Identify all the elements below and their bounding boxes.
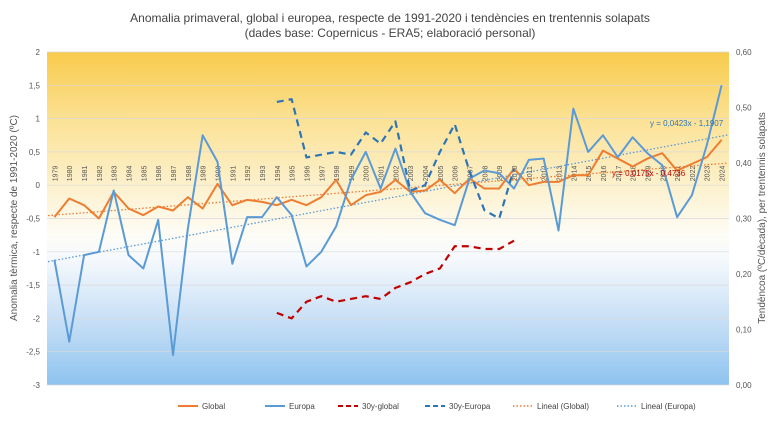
legend-label: Lineal (Europa) [641,402,696,411]
x-tick-label: 1982 [97,166,104,182]
y-tick-label-right: 0,50 [736,104,752,113]
x-tick-label: 2010 [512,166,519,182]
x-tick-label: 2016 [601,166,608,182]
x-tick-label: 1994 [275,166,282,182]
legend-label: Europa [289,402,315,411]
y-tick-label-left: -0,5 [26,215,40,224]
y-ticks-left: 2 1,5 1 0,5 0 -0,5 -1 -1,5 -2 -2,5 -3 [26,48,40,390]
series-line-global [53,139,723,220]
series-layer [47,85,729,357]
y-tick-label-right: 0,20 [736,270,752,279]
legend-label: 30y-global [362,402,399,411]
x-tick-label: 2012 [542,166,549,182]
trend-equation-europa: y = 0,0423x - 1,1907 [650,119,724,128]
y-tick-label-left: -3 [33,381,41,390]
chart-title-line1: Anomalia primaveral, global i europea, r… [130,11,650,25]
y-ticks-right: 0,60 0,50 0,40 0,30 0,20 0,10 0,00 [736,48,752,390]
x-tick-label: 2011 [527,166,534,181]
x-tick-label: 2024 [720,166,727,182]
trend-equation-global: y = 0,0175x - 0,4736 [612,169,686,178]
trend-line-global [47,162,729,217]
y-tick-label-left: 0,5 [29,148,41,157]
x-tick-label: 1997 [319,166,326,182]
y-axis-label-left: Anomalia tèrmica, respecte de 1991-2020 … [9,115,20,321]
x-tick-label: 1999 [349,166,356,182]
x-tick-label: 2013 [557,166,564,182]
legend-label: Global [202,402,225,411]
y-tick-label-right: 0,30 [736,215,752,224]
y-tick-label-left: -1,5 [26,281,40,290]
series-line-30y-europa [276,98,516,220]
y-tick-label-right: 0,00 [736,381,752,390]
x-tick-label: 1996 [304,166,311,182]
x-tick-label: 1984 [127,166,134,182]
x-tick-label: 1985 [141,166,148,182]
y-tick-label-left: 1,5 [29,81,41,90]
x-tick-label: 1987 [171,166,178,182]
x-tick-label: 1992 [245,166,252,182]
x-tick-label: 2018 [631,166,638,182]
x-tick-label: 1980 [67,166,74,182]
x-tick-label: 1988 [186,166,193,182]
chart-title-line2: (dades base: Copernicus - ERA5; elaborac… [245,26,536,40]
y-tick-label-left: -2,5 [26,348,40,357]
series-line-30y-global [276,239,515,320]
x-tick-label: 1998 [334,166,341,182]
x-tick-label: 2022 [690,166,697,182]
x-tick-label: 1983 [112,166,119,182]
x-tick-label: 2021 [675,166,682,182]
y-tick-label-right: 0,10 [736,326,752,335]
y-tick-label-left: -2 [33,314,41,323]
x-tick-label: 1979 [52,166,59,182]
x-tick-label: 2003 [408,166,415,182]
x-tick-label: 1989 [201,166,208,182]
y-tick-label-right: 0,40 [736,159,752,168]
x-tick-label: 2014 [571,166,578,182]
y-tick-label-left: -1 [33,248,41,257]
x-tick-label: 1986 [156,166,163,182]
x-tick-label: 2002 [393,166,400,182]
x-tick-label: 2005 [438,166,445,182]
y-tick-label-right: 0,60 [736,48,752,57]
legend-label: 30y-Europa [449,402,491,411]
x-tick-label: 2019 [645,166,652,182]
x-tick-label: 2023 [705,166,712,182]
x-tick-label: 1993 [260,166,267,182]
x-tick-label: 1981 [82,166,89,182]
x-tick-label: 2008 [482,166,489,182]
y-axis-label-right: Tendèncoa (ºC/dècada), per trentennis so… [757,112,768,324]
x-tick-label: 1991 [230,166,237,182]
gridlines [47,51,729,386]
x-tick-label: 2004 [423,166,430,182]
y-tick-label-left: 1 [36,115,41,124]
legend-label: Lineal (Global) [537,402,589,411]
legend: Global Europa 30y-global 30y-Europa Lineal (… [178,402,696,411]
x-tick-label: 2006 [453,166,460,182]
y-tick-label-left: 0 [36,181,41,190]
series-line-europa [53,85,723,357]
x-tick-label: 1995 [290,166,297,182]
y-tick-label-left: 2 [36,48,41,57]
x-tick-label: 2001 [379,166,386,182]
x-tick-label: 2000 [364,166,371,182]
x-tick-label: 2017 [616,166,623,182]
